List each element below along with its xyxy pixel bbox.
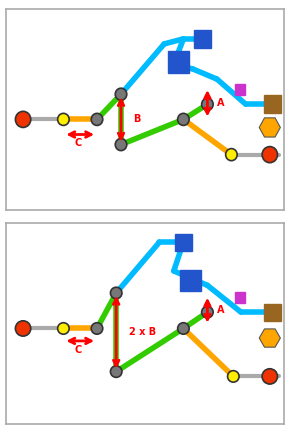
Text: A: A bbox=[217, 98, 224, 108]
Bar bbox=[194, 30, 211, 48]
Bar bbox=[168, 51, 189, 73]
Circle shape bbox=[115, 88, 127, 100]
Circle shape bbox=[178, 113, 189, 126]
Circle shape bbox=[202, 307, 213, 318]
Bar bbox=[264, 304, 281, 321]
Circle shape bbox=[202, 98, 213, 110]
Circle shape bbox=[110, 287, 122, 299]
Text: 2 x B: 2 x B bbox=[129, 327, 156, 337]
Circle shape bbox=[15, 321, 31, 336]
Circle shape bbox=[226, 149, 237, 161]
Text: A: A bbox=[217, 305, 224, 315]
Circle shape bbox=[262, 147, 278, 163]
Circle shape bbox=[262, 369, 278, 384]
Text: C: C bbox=[75, 345, 82, 355]
Circle shape bbox=[115, 139, 127, 151]
Circle shape bbox=[178, 323, 189, 334]
Circle shape bbox=[91, 323, 103, 334]
Circle shape bbox=[15, 111, 31, 127]
Circle shape bbox=[91, 113, 103, 126]
Bar bbox=[180, 270, 201, 291]
Circle shape bbox=[228, 371, 239, 382]
Bar bbox=[264, 95, 281, 113]
Circle shape bbox=[58, 323, 69, 334]
Circle shape bbox=[58, 113, 69, 126]
Text: C: C bbox=[75, 138, 82, 148]
Bar bbox=[175, 233, 192, 251]
Circle shape bbox=[110, 366, 122, 377]
Text: B: B bbox=[133, 114, 141, 124]
